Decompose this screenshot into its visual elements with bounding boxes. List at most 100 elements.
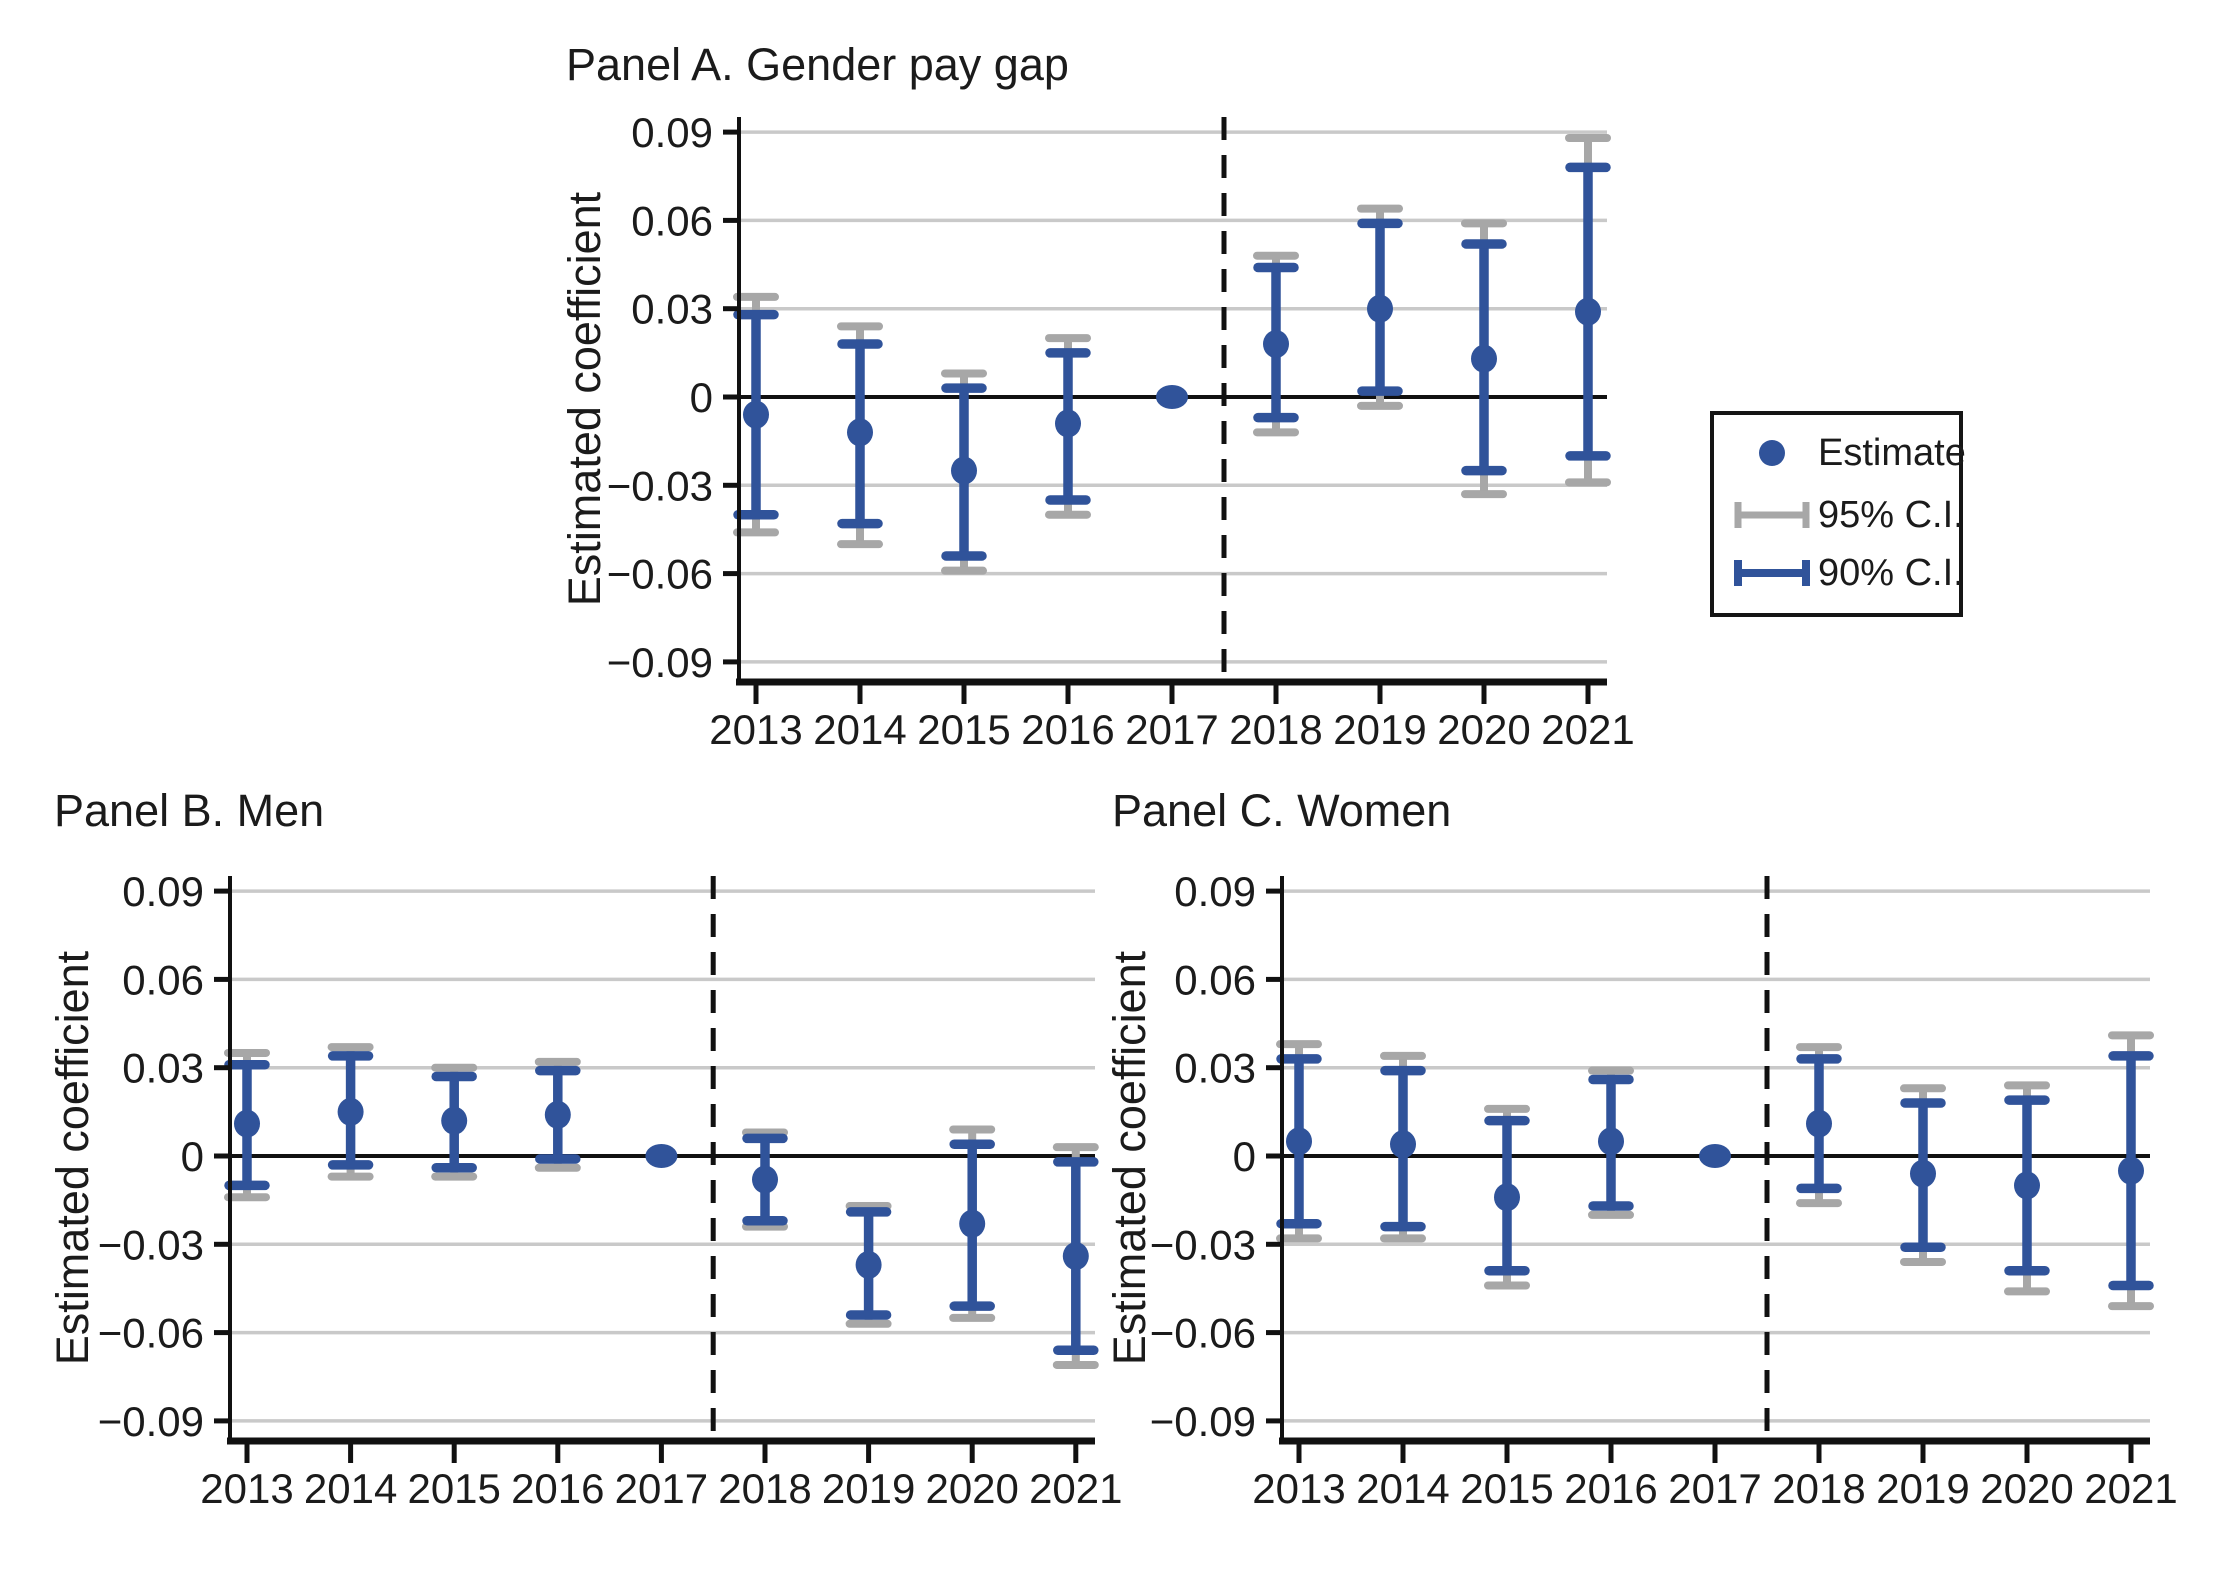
panel-a-y-ticks: 0.09 0.06 0.03 0 −0.03 −0.06 −0.09 — [607, 109, 739, 686]
panel-c-estimate-2016 — [1588, 1066, 1634, 1219]
legend-label-ci95: 95% C.I. — [1818, 494, 1964, 536]
panel-a-title: Panel A. Gender pay gap — [566, 39, 1069, 90]
svg-text:2019: 2019 — [822, 1465, 915, 1512]
svg-text:0.03: 0.03 — [1174, 1045, 1256, 1092]
svg-text:2015: 2015 — [917, 706, 1010, 753]
svg-text:2019: 2019 — [1333, 706, 1426, 753]
svg-text:0: 0 — [1233, 1133, 1256, 1180]
panel-c-title: Panel C. Women — [1112, 785, 1452, 836]
svg-text:−0.03: −0.03 — [98, 1221, 204, 1268]
legend-label-ci90: 90% C.I. — [1818, 552, 1964, 594]
panel-b-estimate-2017 — [645, 1144, 678, 1168]
svg-text:0.09: 0.09 — [1174, 868, 1256, 915]
svg-text:2019: 2019 — [1876, 1465, 1969, 1512]
svg-text:2017: 2017 — [1125, 706, 1218, 753]
svg-text:2021: 2021 — [1029, 1465, 1122, 1512]
panel-c-estimate-2018 — [1796, 1043, 1842, 1208]
legend-item-estimate: Estimate — [1722, 432, 1966, 474]
legend-item-ci95: 95% C.I. — [1722, 494, 1964, 536]
ci90-bar-icon — [1734, 560, 1810, 586]
panel-b-estimate-2014 — [327, 1043, 374, 1181]
panel-a-estimate-2014 — [837, 322, 883, 549]
svg-text:−0.03: −0.03 — [607, 462, 713, 509]
svg-text:0: 0 — [690, 374, 713, 421]
panel-c-y-axis-label: Estimated coefficient — [1104, 950, 1155, 1366]
panel-b-estimate-2019 — [845, 1202, 892, 1328]
panel-a-x-ticks: 2013 2014 2015 2016 2017 2018 2019 2020 2021 — [709, 685, 1635, 753]
svg-text:−0.06: −0.06 — [98, 1310, 204, 1357]
svg-text:2014: 2014 — [1356, 1465, 1449, 1512]
legend-item-ci90: 90% C.I. — [1722, 552, 1964, 594]
svg-text:−0.09: −0.09 — [98, 1398, 204, 1445]
panel-b-estimate-2020 — [949, 1125, 996, 1322]
panel-a-estimate-2019 — [1357, 204, 1403, 410]
panel-a-estimate-2021 — [1565, 133, 1611, 487]
svg-text:2020: 2020 — [1437, 706, 1530, 753]
panel-b-gridlines — [230, 889, 1095, 1423]
svg-text:0.06: 0.06 — [1174, 956, 1256, 1003]
panel-c-estimate-2015 — [1484, 1104, 1530, 1290]
panel-c-estimate-2020 — [2004, 1081, 2050, 1296]
panel-b-y-axis-label: Estimated coefficient — [47, 950, 98, 1366]
panel-c-estimate-2017 — [1699, 1144, 1731, 1168]
panel-b-estimate-2013 — [224, 1048, 270, 1202]
panel-a-y-axis-label: Estimated coefficient — [559, 191, 610, 607]
panel-c-estimate-2014 — [1380, 1051, 1426, 1243]
panel-c-estimate-2019 — [1900, 1084, 1946, 1266]
panel-a-estimate-2013 — [733, 292, 779, 537]
panel-a-estimate-2020 — [1461, 219, 1507, 499]
panel-b-estimate-2015 — [431, 1063, 478, 1181]
svg-text:0.03: 0.03 — [631, 286, 713, 333]
panel-b-x-ticks: 2013 2014 2015 2016 2017 2018 2019 2020 2021 — [200, 1444, 1123, 1512]
svg-text:2016: 2016 — [1021, 706, 1114, 753]
panel-a-estimate-2017 — [1156, 385, 1188, 409]
svg-text:2014: 2014 — [304, 1465, 397, 1512]
panel-a-gridlines — [739, 130, 1607, 664]
svg-text:2018: 2018 — [1772, 1465, 1865, 1512]
svg-text:0: 0 — [181, 1133, 204, 1180]
svg-text:2015: 2015 — [407, 1465, 500, 1512]
svg-text:2013: 2013 — [200, 1465, 293, 1512]
svg-text:2021: 2021 — [1541, 706, 1634, 753]
panel-b-title: Panel B. Men — [54, 785, 325, 836]
panel-c-y-ticks: 0.09 0.06 0.03 0 −0.03 −0.06 −0.09 — [1150, 868, 1282, 1445]
svg-text:0.03: 0.03 — [122, 1045, 204, 1092]
svg-text:2016: 2016 — [511, 1465, 604, 1512]
svg-text:−0.09: −0.09 — [607, 639, 713, 686]
svg-text:2017: 2017 — [615, 1465, 708, 1512]
svg-text:0.06: 0.06 — [631, 197, 713, 244]
legend-label-estimate: Estimate — [1818, 432, 1966, 474]
svg-text:−0.06: −0.06 — [607, 551, 713, 598]
svg-text:2020: 2020 — [925, 1465, 1018, 1512]
panel-a-estimate-2015 — [941, 369, 987, 575]
panel-a-estimate-2016 — [1045, 334, 1091, 519]
svg-text:2014: 2014 — [813, 706, 906, 753]
svg-text:2013: 2013 — [1252, 1465, 1345, 1512]
svg-text:2013: 2013 — [709, 706, 802, 753]
svg-text:2020: 2020 — [1980, 1465, 2073, 1512]
svg-text:0.06: 0.06 — [122, 956, 204, 1003]
svg-text:2017: 2017 — [1668, 1465, 1761, 1512]
panel-c-estimate-2013 — [1276, 1040, 1322, 1243]
panel-b-estimate-2018 — [742, 1128, 788, 1231]
panel-a-estimate-2018 — [1253, 251, 1299, 437]
svg-text:−0.06: −0.06 — [1150, 1310, 1256, 1357]
panel-c-estimate-2021 — [2108, 1031, 2154, 1311]
panel-b-estimate-2016 — [534, 1057, 581, 1172]
legend-box: Estimate 95% C.I. 90% C.I. — [1710, 411, 1966, 617]
svg-text:0.09: 0.09 — [122, 868, 204, 915]
ci95-bar-icon — [1734, 502, 1810, 528]
svg-text:−0.09: −0.09 — [1150, 1398, 1256, 1445]
svg-text:2021: 2021 — [2084, 1465, 2177, 1512]
panel-b-estimate-2021 — [1052, 1143, 1099, 1369]
panel-b-y-ticks: 0.09 0.06 0.03 0 −0.03 −0.06 −0.09 — [98, 868, 230, 1445]
svg-text:2015: 2015 — [1460, 1465, 1553, 1512]
svg-text:2018: 2018 — [1229, 706, 1322, 753]
panel-c-x-ticks: 2013 2014 2015 2016 2017 2018 2019 2020 2021 — [1252, 1444, 2178, 1512]
svg-text:2018: 2018 — [718, 1465, 811, 1512]
estimate-dot-icon — [1759, 440, 1785, 466]
